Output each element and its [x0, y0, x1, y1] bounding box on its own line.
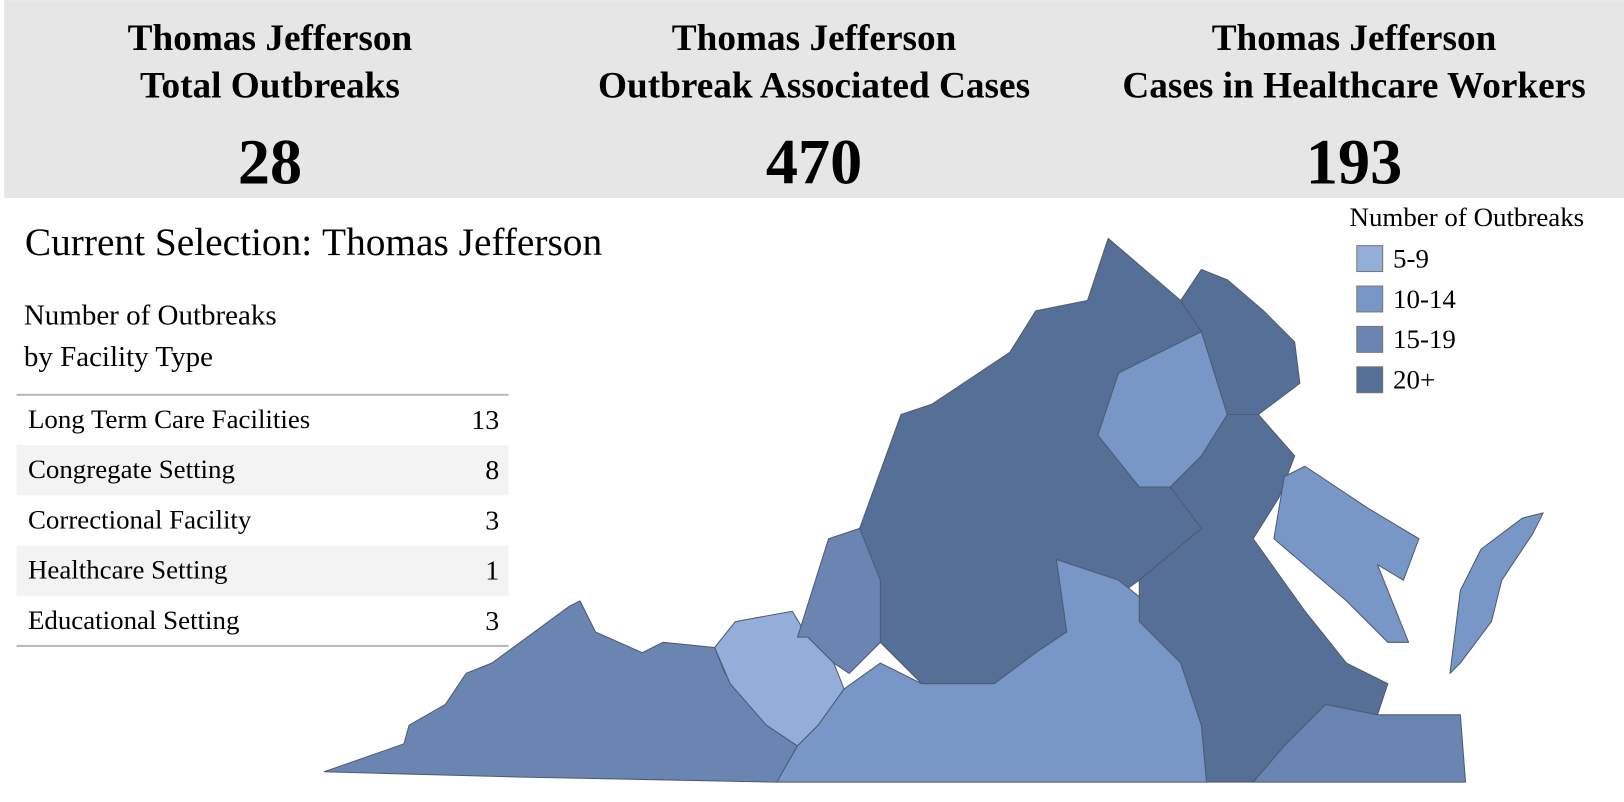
facility-type: Long Term Care Facilities	[28, 404, 310, 434]
map-region	[1449, 512, 1544, 674]
legend-label: 15-19	[1393, 324, 1456, 354]
legend-swatch	[1356, 285, 1384, 313]
facility-type: Congregate Setting	[28, 454, 235, 484]
facility-type: Correctional Facility	[28, 504, 252, 534]
map-region	[796, 527, 881, 674]
kpi-title: Thomas Jefferson	[128, 18, 413, 59]
kpi-title: Thomas Jefferson	[1212, 18, 1497, 59]
facility-count: 1	[485, 556, 499, 587]
kpi-title: Total Outbreaks	[140, 66, 400, 107]
facility-count: 3	[485, 505, 499, 536]
map-region	[323, 600, 799, 783]
facility-type: Healthcare Setting	[28, 555, 227, 585]
selection-value: Thomas Jefferson	[322, 220, 602, 264]
table-row-bg	[16, 545, 509, 596]
kpi-value: 193	[1306, 127, 1402, 198]
facility-count: 3	[485, 606, 499, 637]
map-region	[1273, 465, 1420, 643]
current-selection: Current Selection: Thomas Jefferson	[25, 220, 603, 264]
selection-label: Current Selection:	[25, 220, 312, 264]
table-title: Number of Outbreaks	[24, 299, 277, 331]
facility-count: 13	[471, 405, 499, 436]
legend-label: 20+	[1393, 365, 1435, 395]
virginia-map	[323, 237, 1544, 783]
header-band	[4, 0, 1624, 198]
table-title: by Facility Type	[24, 341, 213, 373]
map-region	[1252, 703, 1467, 783]
legend-label: 5-9	[1393, 243, 1429, 273]
map-region	[1180, 268, 1301, 415]
legend-swatch	[1356, 366, 1384, 394]
facility-type: Educational Setting	[28, 605, 239, 635]
kpi-title: Outbreak Associated Cases	[598, 66, 1030, 107]
kpi-title: Thomas Jefferson	[672, 18, 957, 59]
kpi-value: 470	[766, 127, 862, 198]
kpi-value: 28	[238, 127, 302, 198]
kpi-title: Cases in Healthcare Workers	[1122, 66, 1585, 107]
table-row-bg	[16, 445, 509, 496]
legend-swatch	[1356, 245, 1384, 273]
legend-label: 10-14	[1393, 284, 1456, 314]
facility-count: 8	[485, 455, 499, 486]
legend-title: Number of Outbreaks	[1350, 202, 1585, 232]
legend-swatch	[1356, 325, 1384, 353]
